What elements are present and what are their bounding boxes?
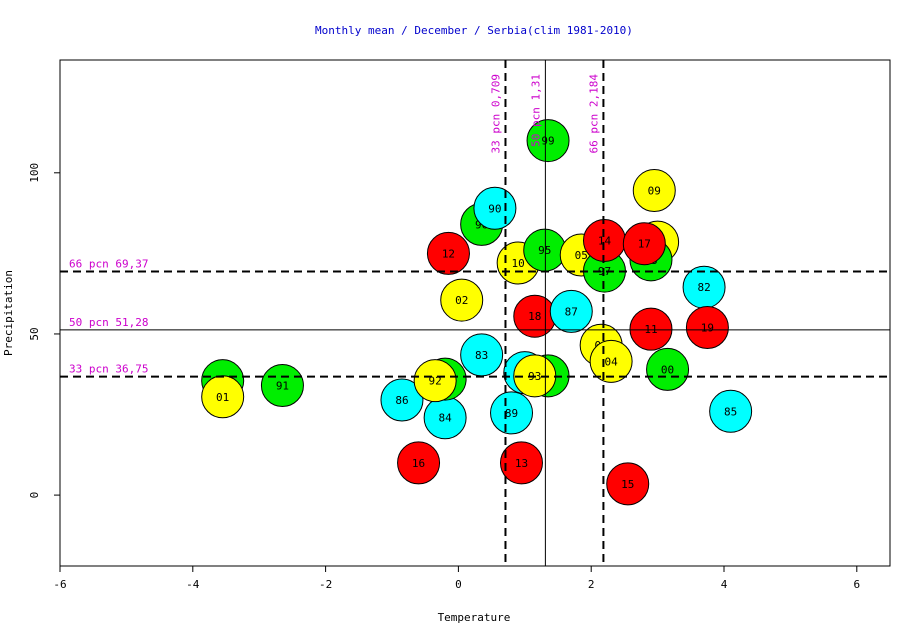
point-label: 09 <box>648 185 661 198</box>
x-tick-label: -6 <box>53 578 66 591</box>
reference-lines: 33 pcn 0,709 50 pcn 1,31 66 pcn 2,184 66 pc… <box>60 60 890 566</box>
ref-label-horizontal: 66 pcn 69,37 <box>69 258 148 271</box>
point-label: 92 <box>429 375 442 388</box>
point-marker <box>413 359 457 403</box>
data-point: 99 <box>526 119 570 163</box>
point-marker <box>549 289 593 333</box>
point-label: 16 <box>412 457 425 470</box>
point-marker <box>606 462 650 506</box>
point-marker <box>709 389 753 433</box>
point-label: 00 <box>661 363 674 376</box>
point-marker <box>632 169 676 213</box>
data-point: 85 <box>709 389 753 433</box>
point-label: 91 <box>276 380 289 393</box>
point-marker <box>629 307 673 351</box>
data-point: 92 <box>413 359 457 403</box>
point-marker <box>499 441 543 485</box>
data-point: 12 <box>426 231 470 275</box>
point-label: 18 <box>528 310 541 323</box>
plot-frame <box>59 59 891 567</box>
ref-label-vertical: 66 pcn 2,184 <box>587 74 600 154</box>
point-label: 01 <box>216 391 229 404</box>
data-point: 16 <box>397 441 441 485</box>
data-point: 02 <box>440 278 484 322</box>
data-point: 01 <box>201 375 245 419</box>
x-tick-label: 6 <box>853 578 860 591</box>
point-label: 12 <box>442 247 455 260</box>
point-marker <box>622 222 666 266</box>
point-label: 86 <box>395 394 408 407</box>
points-layer: 9801918616840792830212969089139488931810… <box>201 119 753 506</box>
point-label: 97 <box>598 265 611 278</box>
chart-title: Monthly mean / December / Serbia(clim 19… <box>315 24 633 37</box>
x-tick-label: 0 <box>455 578 462 591</box>
data-point: 00 <box>646 347 690 391</box>
x-axis-label: Temperature <box>438 611 511 624</box>
point-marker <box>589 339 633 383</box>
data-point: 15 <box>606 462 650 506</box>
y-tick-label: 100 <box>28 163 41 183</box>
point-label: 84 <box>438 412 452 425</box>
data-point: 82 <box>682 265 726 309</box>
data-point: 18 <box>513 294 557 338</box>
point-label: 10 <box>512 257 525 270</box>
data-point: 95 <box>523 228 567 272</box>
point-label: 14 <box>598 234 612 247</box>
y-axis-label: Precipitation <box>2 270 15 356</box>
data-point: 89 <box>490 391 534 435</box>
point-label: 05 <box>575 249 588 262</box>
y-tick-label: 50 <box>28 327 41 340</box>
y-tick-label: 0 <box>28 492 41 499</box>
point-label: 02 <box>455 294 468 307</box>
data-point: 04 <box>589 339 633 383</box>
data-point: 86 <box>380 378 424 422</box>
point-label: 99 <box>541 135 554 148</box>
point-marker <box>526 119 570 163</box>
point-label: 83 <box>475 349 488 362</box>
data-point: 13 <box>499 441 543 485</box>
x-tick-label: -4 <box>186 578 200 591</box>
ref-label-horizontal: 50 pcn 51,28 <box>69 316 148 329</box>
data-point: 09 <box>632 169 676 213</box>
point-label: 89 <box>505 407 518 420</box>
x-tick-label: -2 <box>319 578 332 591</box>
point-marker <box>440 278 484 322</box>
ref-label-horizontal: 33 pcn 36,75 <box>69 363 148 376</box>
x-tick-label: 2 <box>588 578 595 591</box>
data-point: 83 <box>460 333 504 377</box>
point-label: 04 <box>604 355 618 368</box>
point-label: 19 <box>701 322 714 335</box>
data-point: 84 <box>423 396 467 440</box>
point-label: 15 <box>621 478 634 491</box>
point-marker <box>490 391 534 435</box>
point-marker <box>685 306 729 350</box>
x-tick-label: 4 <box>721 578 728 591</box>
data-point: 91 <box>260 364 304 408</box>
point-label: 87 <box>565 305 578 318</box>
ref-label-vertical: 33 pcn 0,709 <box>489 74 502 153</box>
point-marker <box>646 347 690 391</box>
data-point: 90 <box>473 186 517 230</box>
point-marker <box>426 231 470 275</box>
data-point: 14 <box>582 218 626 262</box>
ref-label-vertical: 50 pcn 1,31 <box>529 74 542 147</box>
point-label: 82 <box>697 281 710 294</box>
data-point: 87 <box>549 289 593 333</box>
point-marker <box>397 441 441 485</box>
point-marker <box>380 378 424 422</box>
data-point: 17 <box>622 222 666 266</box>
point-label: 85 <box>724 405 737 418</box>
point-label: 17 <box>638 238 651 251</box>
data-point: 19 <box>685 306 729 350</box>
point-label: 90 <box>488 202 501 215</box>
point-marker <box>260 364 304 408</box>
point-label: 95 <box>538 244 551 257</box>
data-point: 11 <box>629 307 673 351</box>
point-label: 13 <box>515 457 528 470</box>
